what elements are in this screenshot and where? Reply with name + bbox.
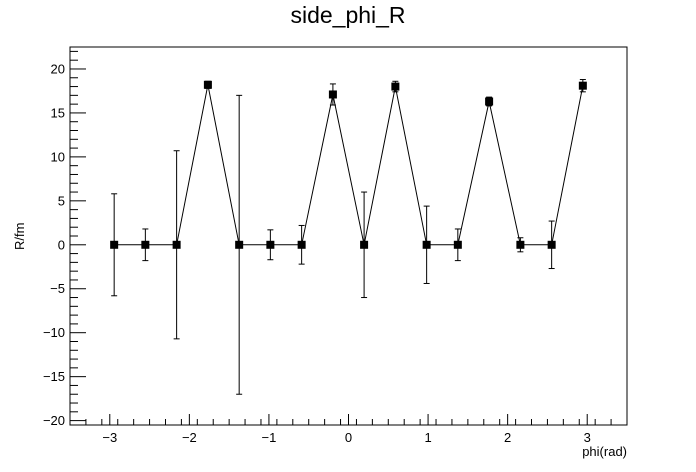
data-point bbox=[453, 240, 462, 249]
data-point bbox=[172, 240, 181, 249]
y-tick-label: 5 bbox=[58, 193, 65, 208]
y-tick-label: 15 bbox=[51, 105, 65, 120]
data-point bbox=[547, 240, 556, 249]
data-point bbox=[297, 240, 306, 249]
x-axis-label: phi(rad) bbox=[582, 444, 627, 459]
x-tick-label: −1 bbox=[262, 430, 277, 445]
data-point bbox=[360, 240, 369, 249]
x-tick-label: 0 bbox=[345, 430, 352, 445]
series-line bbox=[114, 84, 584, 246]
plot-frame bbox=[69, 46, 628, 426]
x-tick-label: 3 bbox=[584, 430, 591, 445]
y-tick-label: 0 bbox=[58, 237, 65, 252]
y-tick-label: −5 bbox=[50, 281, 65, 296]
x-tick-label: 2 bbox=[504, 430, 511, 445]
y-tick-label: 10 bbox=[51, 149, 65, 164]
data-point bbox=[485, 97, 494, 106]
chart-title: side_phi_R bbox=[290, 2, 406, 28]
data-point bbox=[266, 240, 275, 249]
series-layer bbox=[110, 79, 587, 395]
y-tick-label: −20 bbox=[43, 413, 65, 428]
y-axis-label: R/fm bbox=[12, 223, 27, 250]
y-tick-label: 20 bbox=[51, 61, 65, 76]
data-point bbox=[203, 80, 212, 89]
x-tick-label: −2 bbox=[182, 430, 197, 445]
data-point bbox=[422, 240, 431, 249]
data-point bbox=[391, 82, 400, 91]
y-tick-label: −15 bbox=[43, 369, 65, 384]
x-tick-label: −3 bbox=[102, 430, 117, 445]
y-tick-label: −10 bbox=[43, 325, 65, 340]
data-point bbox=[141, 240, 150, 249]
data-point bbox=[235, 240, 244, 249]
x-tick-label: 1 bbox=[424, 430, 431, 445]
data-point bbox=[578, 81, 587, 90]
data-point bbox=[516, 240, 525, 249]
data-point bbox=[328, 90, 337, 99]
data-point bbox=[110, 240, 119, 249]
